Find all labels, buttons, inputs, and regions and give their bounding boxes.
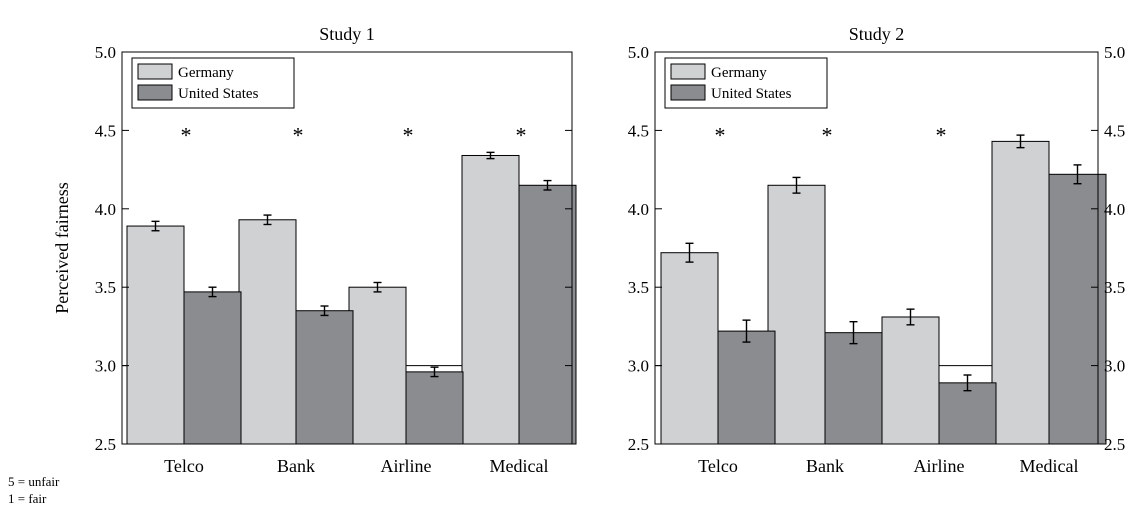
significance-marker: * <box>181 122 192 147</box>
y-tick-label-right: 4.5 <box>1104 121 1125 140</box>
y-tick-label: 3.0 <box>95 357 116 376</box>
y-tick-label-right: 4.0 <box>1104 200 1125 219</box>
y-tick-label: 4.0 <box>95 200 116 219</box>
y-tick-label: 3.5 <box>95 278 116 297</box>
x-tick-label: Medical <box>490 456 549 476</box>
x-tick-label: Bank <box>806 456 844 476</box>
bar-united-states-medical <box>518 184 577 445</box>
significance-marker: * <box>516 122 527 147</box>
legend-label-united-states: United States <box>178 86 259 102</box>
legend-swatch-germany <box>670 63 706 80</box>
x-tick-label: Airline <box>381 456 432 476</box>
chart-title: Study 2 <box>849 24 905 44</box>
legend-label-germany: Germany <box>178 65 234 81</box>
bar-germany-bank <box>767 184 826 445</box>
chart-title: Study 1 <box>319 24 375 44</box>
y-tick-label: 5.0 <box>628 43 649 62</box>
bar-united-states-telco <box>183 291 242 445</box>
y-tick-label: 4.0 <box>628 200 649 219</box>
bar-germany-bank <box>238 219 297 445</box>
legend-swatch-germany <box>137 63 173 80</box>
significance-marker: * <box>715 122 726 147</box>
y-tick-label: 2.5 <box>95 435 116 454</box>
significance-marker: * <box>822 122 833 147</box>
bar-germany-medical <box>991 140 1050 445</box>
y-tick-label-right: 3.5 <box>1104 278 1125 297</box>
significance-marker: * <box>403 122 414 147</box>
y-tick-label: 3.5 <box>628 278 649 297</box>
y-tick-label-right: 5.0 <box>1104 43 1125 62</box>
bar-united-states-airline <box>405 371 464 445</box>
y-tick-label-right: 3.0 <box>1104 357 1125 376</box>
x-tick-label: Airline <box>914 456 965 476</box>
bar-germany-airline <box>881 316 940 445</box>
note-unfair: 5 = unfair <box>8 474 60 489</box>
bar-united-states-medical <box>1048 173 1107 445</box>
x-tick-label: Medical <box>1020 456 1079 476</box>
legend-label-germany: Germany <box>711 65 767 81</box>
plot-frame <box>654 51 1099 445</box>
legend-swatch-united-states <box>670 84 706 101</box>
bar-united-states-bank <box>824 332 883 445</box>
y-tick-label: 5.0 <box>95 43 116 62</box>
y-tick-label-right: 2.5 <box>1104 435 1125 454</box>
bar-germany-airline <box>348 286 407 445</box>
x-tick-label: Bank <box>277 456 315 476</box>
bar-united-states-telco <box>717 330 776 445</box>
significance-marker: * <box>936 122 947 147</box>
significance-marker: * <box>293 122 304 147</box>
legend-label-united-states: United States <box>711 86 792 102</box>
note-fair: 1 = fair <box>8 491 47 506</box>
plot-frame <box>121 51 573 445</box>
bar-united-states-bank <box>295 310 354 445</box>
bar-united-states-airline <box>938 382 997 445</box>
bar-germany-telco <box>660 252 719 445</box>
y-tick-label: 4.5 <box>95 121 116 140</box>
x-tick-label: Telco <box>164 456 204 476</box>
bar-germany-telco <box>126 225 185 445</box>
y-axis-label: Perceived fairness <box>52 182 72 313</box>
bar-germany-medical <box>461 154 520 445</box>
y-tick-label: 2.5 <box>628 435 649 454</box>
y-tick-label: 3.0 <box>628 357 649 376</box>
x-tick-label: Telco <box>698 456 738 476</box>
legend-swatch-united-states <box>137 84 173 101</box>
y-tick-label: 4.5 <box>628 121 649 140</box>
